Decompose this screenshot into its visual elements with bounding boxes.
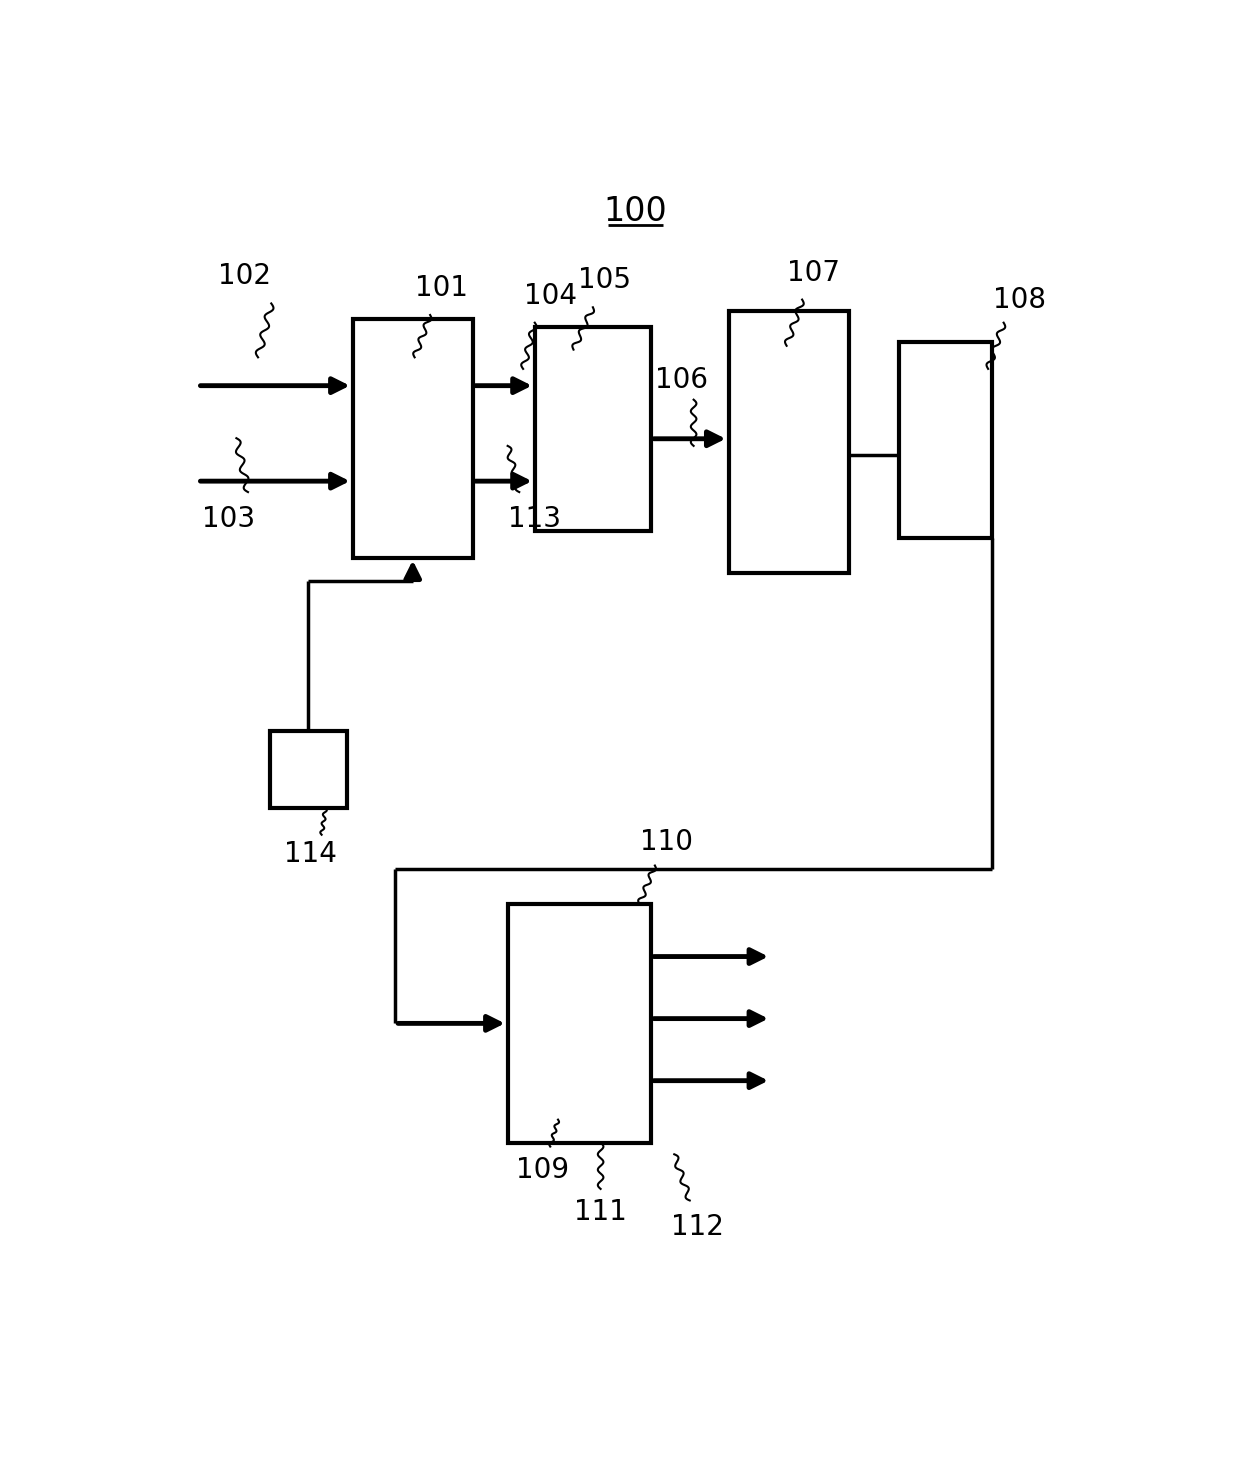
Text: 103: 103 [202, 506, 255, 533]
Text: 104: 104 [523, 281, 577, 310]
Bar [507, 903, 651, 1142]
Text: 102: 102 [218, 262, 270, 290]
Text: 113: 113 [508, 506, 562, 533]
Text: 109: 109 [516, 1155, 569, 1183]
Text: 112: 112 [671, 1214, 724, 1241]
Text: 111: 111 [574, 1198, 627, 1225]
Text: 101: 101 [415, 274, 469, 302]
Text: 108: 108 [993, 286, 1045, 313]
Text: 106: 106 [656, 366, 708, 395]
Text: 100: 100 [604, 195, 667, 227]
Bar [352, 319, 472, 558]
Text: 107: 107 [787, 259, 841, 287]
Bar [899, 342, 992, 538]
Text: 114: 114 [284, 841, 336, 868]
Bar [534, 326, 651, 530]
Bar [270, 731, 347, 807]
Text: 105: 105 [578, 267, 631, 294]
Bar [729, 312, 848, 573]
Text: 110: 110 [640, 829, 693, 857]
